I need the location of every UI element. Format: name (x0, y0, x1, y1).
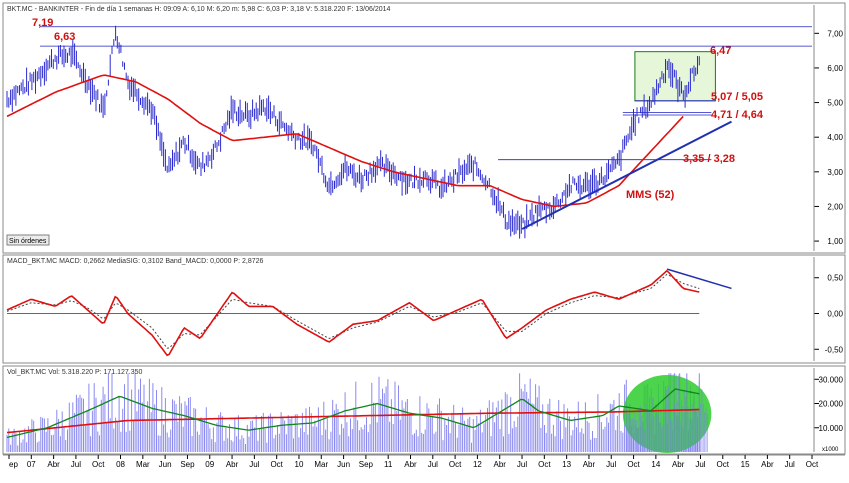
macd-panel (2, 254, 846, 364)
volume-layer: 30.000 20.000 10.000 (6, 368, 844, 453)
x-tick-label: Oct (627, 460, 640, 469)
x-tick-label: 07 (27, 460, 36, 469)
x-tick-label: Jul (606, 460, 616, 469)
price-tick-label: 3,00 (827, 168, 843, 177)
volume-tick-label: 20.000 (819, 400, 844, 409)
price-header: BKT.MC - BANKINTER - Fin de día 1 semana… (7, 6, 390, 13)
price-panel (2, 2, 846, 254)
x-tick-label: 15 (741, 460, 750, 469)
x-tick-label: Mar (136, 460, 150, 469)
x-tick-label: Jul (695, 460, 705, 469)
x-tick-label: Jul (517, 460, 527, 469)
x-tick-label: Abr (761, 460, 774, 469)
macd-tick-label: 0,00 (827, 310, 843, 319)
macd-trendline (666, 268, 732, 290)
price-tick-label: 2,00 (827, 202, 843, 211)
price-trendline (521, 120, 732, 230)
x-tick-label: Abr (493, 460, 506, 469)
x-tick-label: 12 (473, 460, 482, 469)
annotation-mms: MMS (52) (626, 189, 675, 201)
x-tick-label: Abr (47, 460, 60, 469)
x-tick-label: 10 (295, 460, 304, 469)
annotation-4-71: 4,71 / 4,64 (711, 109, 764, 121)
x-axis: ep 07 Abr Jul Oct 08 Mar Jun Sep 09 Abr Jul Oct 10 Mar… (8, 455, 819, 469)
no-orders-label: Sin órdenes (9, 238, 47, 245)
x-tick-label: 09 (205, 460, 214, 469)
price-tick-label: 7,00 (827, 29, 843, 38)
x-tick-label: Jun (159, 460, 172, 469)
x-tick-label: 14 (651, 460, 660, 469)
x-tick-label: Jul (428, 460, 438, 469)
x-tick-label: Oct (538, 460, 551, 469)
price-tick-label: 4,00 (827, 133, 843, 142)
x-tick-label: Mar (314, 460, 328, 469)
x-tick-label: Jul (71, 460, 81, 469)
x-tick-label: Oct (717, 460, 730, 469)
annotation-6-47: 6,47 (710, 45, 731, 57)
volume-unit: x1000 (822, 447, 839, 453)
volume-average-short (6, 388, 700, 439)
x-tick-label: 13 (562, 460, 571, 469)
price-tick-label: 5,00 (827, 99, 843, 108)
consolidation-box (634, 51, 716, 102)
macd-layer: 0,50 0,00 -0,50 (6, 257, 844, 361)
x-tick-label: Oct (92, 460, 105, 469)
no-orders-button[interactable]: Sin órdenes (6, 234, 50, 246)
annotation-6-63: 6,63 (54, 31, 75, 43)
price-bars (6, 25, 700, 239)
x-tick-label: Oct (806, 460, 819, 469)
volume-average-long (6, 408, 700, 434)
macd-tick-label: 0,50 (827, 274, 843, 283)
volume-tick-label: 10.000 (819, 424, 844, 433)
x-tick-label: 08 (116, 460, 125, 469)
x-tick-label: Jun (337, 460, 350, 469)
x-tick-label: Abr (226, 460, 239, 469)
price-tick-label: 6,00 (827, 64, 843, 73)
x-tick-label: Abr (672, 460, 685, 469)
x-tick-label: Jul (785, 460, 795, 469)
annotation-7-19: 7,19 (32, 17, 53, 29)
x-tick-label: Abr (404, 460, 417, 469)
macd-tick-label: -0,50 (825, 345, 844, 354)
annotation-5-07: 5,07 / 5,05 (711, 91, 763, 103)
macd-header: MACD_BKT.MC MACD: 0,2662 MediaSIG: 0,310… (7, 258, 264, 265)
x-tick-label: Jul (249, 460, 259, 469)
annotation-3-35: 3,35 / 3,28 (683, 153, 735, 165)
price-tick-label: 1,00 (827, 237, 843, 246)
x-tick-label: Sep (359, 460, 374, 469)
x-tick-label: Oct (449, 460, 462, 469)
volume-bars-highlighted (626, 374, 708, 452)
volume-tick-label: 30.000 (819, 375, 844, 384)
x-tick-label: Oct (270, 460, 283, 469)
x-tick-label: Sep (180, 460, 195, 469)
x-tick-label: Abr (583, 460, 596, 469)
price-layer: 7,00 6,00 5,00 4,00 3,00 2,00 1,00 (6, 5, 844, 251)
volume-header: Vol_BKT.MC Vol: 5.318.220 P: 171.127.350 (7, 369, 143, 376)
x-tick-label: ep (9, 460, 18, 469)
macd-line (6, 269, 700, 357)
x-tick-label: 11 (384, 460, 393, 469)
